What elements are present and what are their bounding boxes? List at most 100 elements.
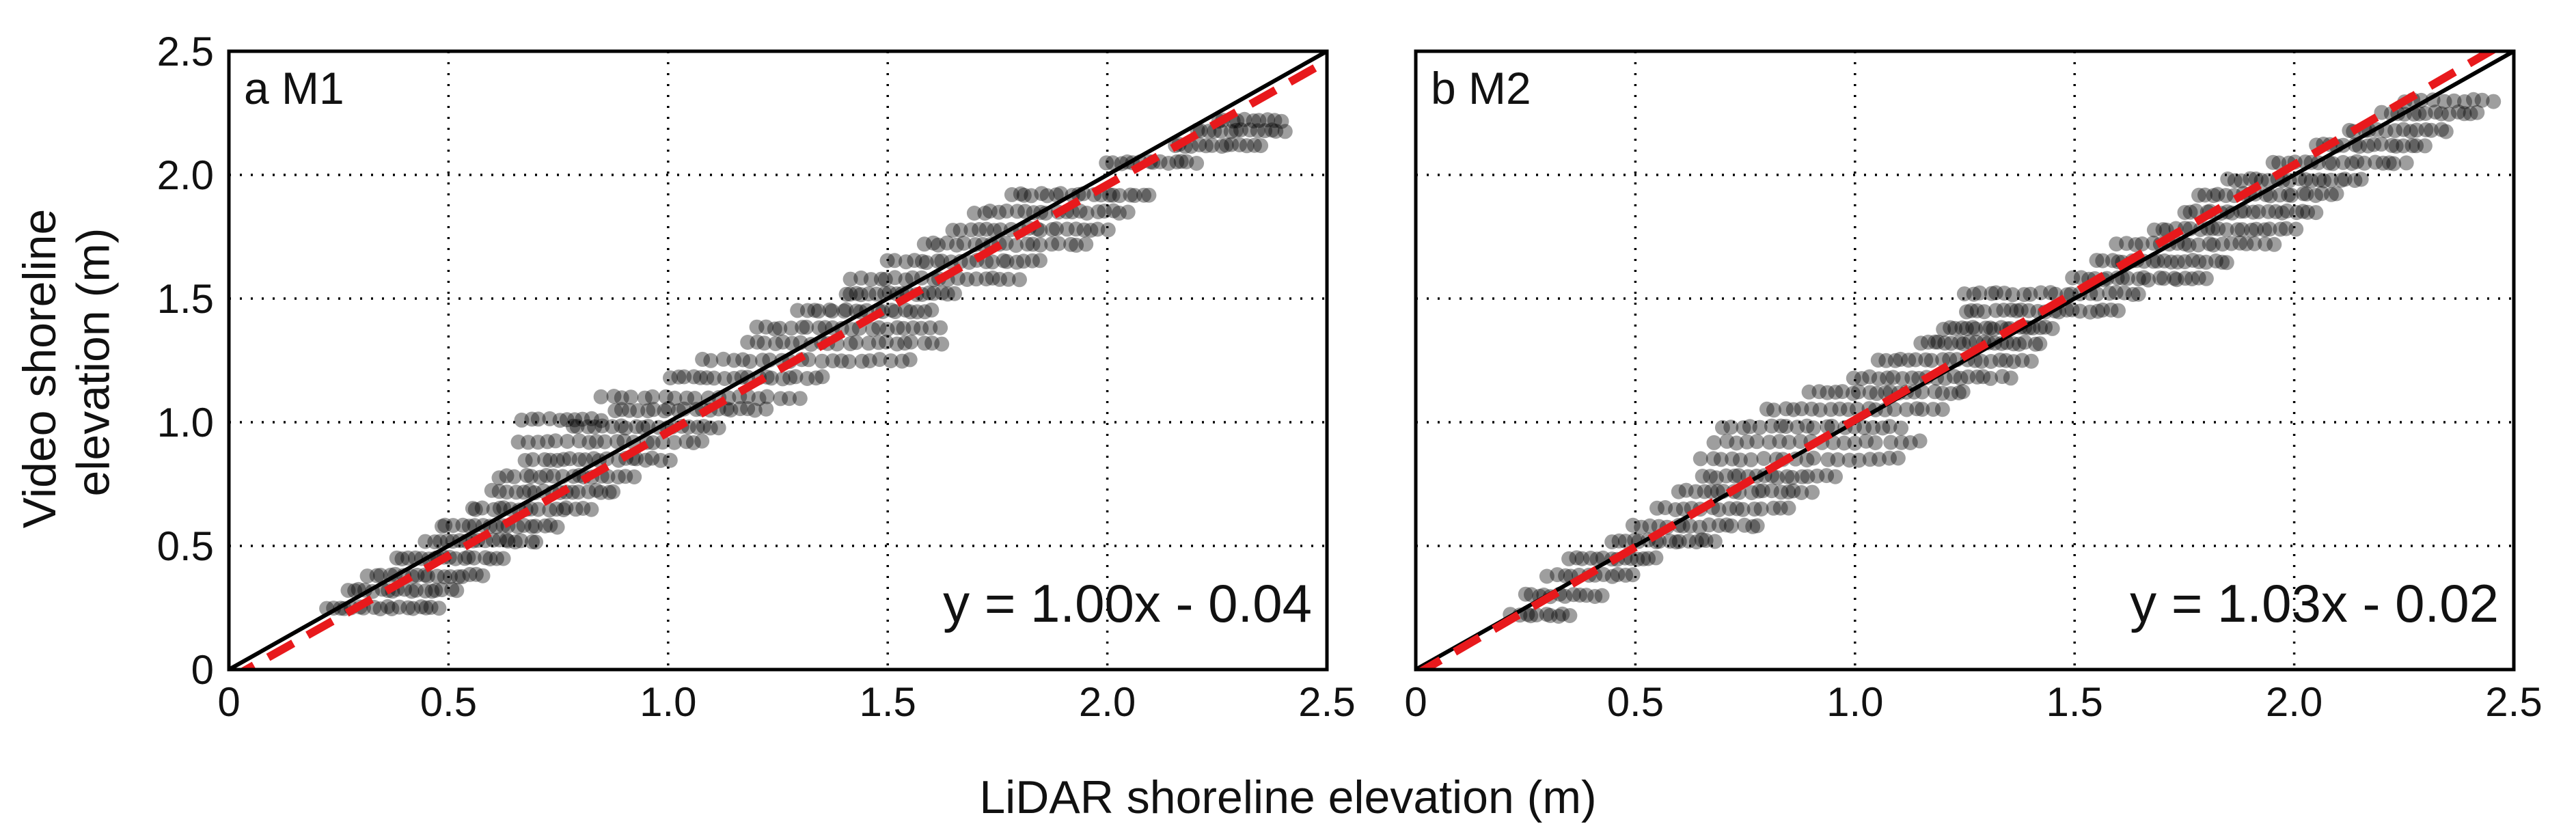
- scatter-point: [1913, 335, 1929, 351]
- scatter-point: [635, 420, 651, 435]
- scatter-point: [2417, 138, 2433, 154]
- scatter-point: [593, 484, 609, 500]
- scatter-point: [1671, 534, 1687, 549]
- scatter-point: [1820, 385, 1835, 400]
- scatter-point: [1997, 286, 2012, 301]
- scatter-point: [1965, 320, 1981, 335]
- scatter-point: [1764, 418, 1779, 434]
- scatter-point: [2312, 172, 2327, 188]
- scatter-point: [2095, 253, 2111, 269]
- regression-lines: [229, 51, 1327, 670]
- scatter-point: [1009, 254, 1024, 270]
- scatter-point: [887, 270, 903, 286]
- scatter-point: [2438, 124, 2454, 139]
- scatter-point: [2167, 271, 2182, 286]
- scatter-point: [516, 518, 532, 533]
- scatter-point: [2119, 236, 2135, 251]
- scatter-point: [1854, 371, 1869, 387]
- scatter-point: [400, 600, 416, 616]
- scatter-point: [898, 302, 914, 318]
- scatter-point: [468, 566, 484, 582]
- scatter-point: [661, 401, 676, 417]
- scatter-point: [1111, 205, 1127, 221]
- scatter-point: [2323, 187, 2339, 202]
- scatter-point: [1574, 551, 1590, 566]
- scatter-point: [569, 419, 585, 435]
- scatter-point: [1883, 435, 1899, 450]
- scatter-point: [2323, 172, 2339, 188]
- scatter-point: [991, 204, 1006, 220]
- scatter-point: [1799, 418, 1815, 434]
- scatter-point: [457, 551, 473, 566]
- scatter-point: [2090, 303, 2106, 319]
- scatter-point: [1136, 187, 1152, 203]
- scatter-point: [1101, 187, 1117, 203]
- scatter-point: [519, 467, 534, 483]
- scatter-point: [966, 206, 982, 221]
- scatter-point: [1049, 221, 1064, 236]
- scatter-point: [2279, 203, 2295, 219]
- scatter-point: [1794, 401, 1809, 417]
- scatter-point: [2130, 286, 2146, 302]
- scatter-point: [437, 517, 453, 533]
- scatter-point: [2366, 137, 2382, 152]
- scatter-point: [1274, 113, 1289, 129]
- scatter-point: [1214, 139, 1230, 154]
- scatter-point: [1915, 402, 1930, 417]
- scatter-point: [1625, 517, 1641, 533]
- scatter-point: [1722, 501, 1738, 517]
- scatter-point: [999, 253, 1015, 269]
- scatter-point: [340, 583, 356, 599]
- scatter-point: [953, 222, 968, 238]
- scatter-point: [449, 583, 465, 599]
- scatter-point: [2021, 303, 2036, 318]
- scatter-point: [879, 322, 895, 338]
- scatter-point: [565, 418, 581, 434]
- scatter-point: [2120, 271, 2135, 286]
- scatter-point: [1746, 501, 1762, 517]
- scatter-point: [1964, 303, 1979, 318]
- scatter-point: [2016, 287, 2032, 303]
- scatter-point: [1954, 320, 1970, 335]
- scatter-point: [2005, 287, 2020, 303]
- scatter-point: [788, 369, 804, 385]
- scatter-point: [1958, 320, 1974, 336]
- scatter-point: [1988, 303, 2003, 318]
- scatter-point: [2360, 138, 2376, 154]
- scatter-point: [2198, 254, 2214, 270]
- scatter-point: [2249, 221, 2264, 237]
- scatter-point: [424, 583, 440, 599]
- scatter-point: [872, 352, 888, 368]
- scatter-point: [492, 532, 507, 548]
- scatter-point: [462, 566, 478, 582]
- scatter-point: [1804, 401, 1820, 417]
- scatter-point: [549, 452, 565, 468]
- scatter-point: [1749, 434, 1765, 450]
- scatter-point: [655, 435, 670, 450]
- scatter-point: [575, 501, 591, 516]
- scatter-point: [841, 354, 857, 370]
- scatter-point: [715, 351, 731, 367]
- scatter-point: [1550, 567, 1565, 583]
- scatter-point: [2404, 138, 2420, 154]
- scatter-point: [1173, 154, 1189, 169]
- scatter-point: [1736, 420, 1751, 436]
- scatter-point: [1004, 187, 1019, 202]
- scatter-point: [810, 303, 826, 319]
- scatter-point: [985, 254, 1000, 270]
- scatter-point: [1928, 334, 1943, 350]
- scatter-point: [1764, 483, 1779, 499]
- scatter-point: [1841, 452, 1857, 468]
- panel-label: a M1: [244, 63, 344, 113]
- scatter-point: [623, 389, 639, 405]
- scatter-point: [996, 253, 1011, 269]
- scatter-point: [1634, 519, 1649, 535]
- scatter-point: [466, 550, 482, 566]
- scatter-point: [717, 371, 732, 386]
- scatter-point: [2206, 188, 2221, 204]
- scatter-point: [883, 353, 899, 369]
- scatter-point: [637, 390, 653, 406]
- scatter-point: [922, 320, 938, 335]
- scatter-point: [2262, 221, 2277, 237]
- scatter-point: [1996, 303, 2012, 318]
